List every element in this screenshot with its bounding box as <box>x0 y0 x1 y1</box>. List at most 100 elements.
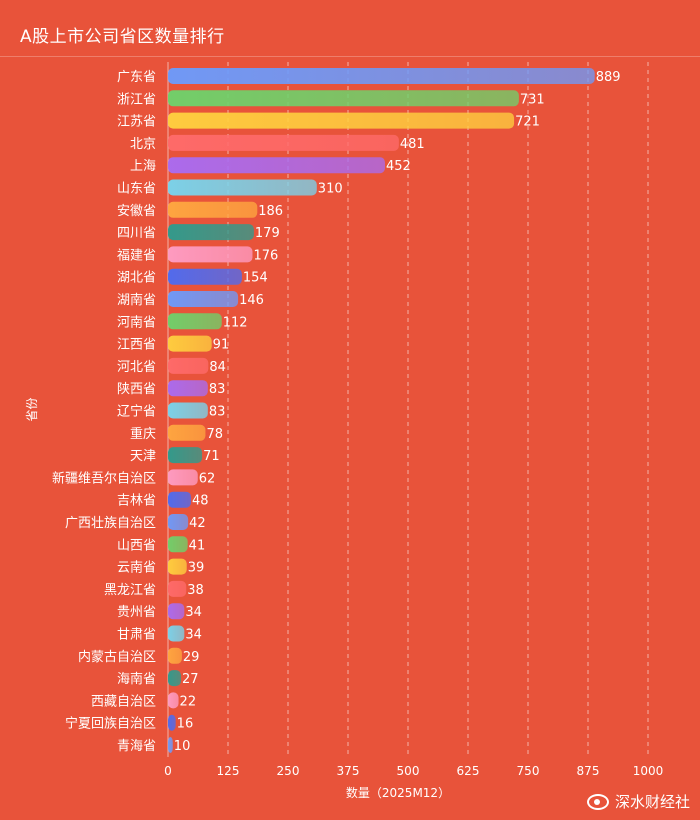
value-label: 176 <box>253 248 278 263</box>
value-label: 721 <box>515 115 540 130</box>
category-label: 河南省 <box>117 314 156 330</box>
bar <box>168 737 173 753</box>
bar <box>168 291 239 307</box>
value-label: 146 <box>239 293 264 308</box>
value-label: 83 <box>209 405 226 420</box>
x-tick-label: 500 <box>397 764 420 778</box>
value-label: 48 <box>192 494 209 509</box>
category-label: 宁夏回族自治区 <box>65 716 156 732</box>
category-label: 山东省 <box>117 182 156 197</box>
bar <box>168 625 185 642</box>
bar <box>168 224 254 241</box>
value-label: 731 <box>520 92 545 107</box>
x-tick-label: 250 <box>277 764 300 778</box>
category-label: 辽宁省 <box>117 404 156 420</box>
bar <box>168 112 515 129</box>
category-label: 青海省 <box>117 739 156 754</box>
x-tick-label: 125 <box>217 764 240 778</box>
bar <box>168 469 198 486</box>
value-label: 16 <box>177 717 194 732</box>
bar <box>168 357 209 374</box>
bar <box>168 268 242 285</box>
value-label: 310 <box>318 182 343 197</box>
value-label: 84 <box>209 360 226 375</box>
category-label: 广西壮族自治区 <box>65 515 156 531</box>
category-label: 海南省 <box>117 671 156 687</box>
category-label: 吉林省 <box>117 494 156 509</box>
value-label: 27 <box>182 672 199 687</box>
watermark: 深水财经社 <box>586 791 690 812</box>
value-label: 452 <box>386 159 411 174</box>
bar <box>168 603 185 620</box>
title-divider <box>0 56 700 57</box>
bar <box>168 514 189 530</box>
category-label: 黑龙江省 <box>104 583 156 598</box>
x-tick-label: 1000 <box>633 764 664 778</box>
category-label: 湖北省 <box>117 271 156 286</box>
bar <box>168 90 519 107</box>
x-tick-label: 875 <box>577 764 600 778</box>
value-label: 34 <box>185 628 202 643</box>
chart-title: A股上市公司省区数量排行 <box>20 27 225 47</box>
bar <box>168 179 317 196</box>
category-label: 河北省 <box>117 360 156 375</box>
value-label: 179 <box>255 226 280 241</box>
value-label: 22 <box>180 694 197 709</box>
value-label: 91 <box>213 338 230 353</box>
value-label: 71 <box>203 449 220 464</box>
category-label: 山西省 <box>117 538 156 553</box>
watermark-text: 深水财经社 <box>614 793 690 811</box>
bar <box>168 201 258 218</box>
category-label: 江西省 <box>117 338 156 353</box>
bar <box>168 68 595 84</box>
value-label: 186 <box>258 204 283 219</box>
category-label: 四川省 <box>117 226 156 241</box>
category-label: 湖南省 <box>117 292 156 308</box>
category-label: 天津 <box>130 449 156 464</box>
value-label: 10 <box>174 739 191 754</box>
bar <box>168 447 203 464</box>
category-label: 江苏省 <box>117 114 156 130</box>
bar <box>168 692 179 709</box>
value-label: 41 <box>189 538 206 553</box>
x-tick-label: 750 <box>517 764 540 778</box>
value-label: 34 <box>185 605 202 620</box>
value-label: 38 <box>187 583 204 598</box>
bar <box>168 714 176 731</box>
bar <box>168 246 253 263</box>
value-label: 112 <box>223 315 248 330</box>
y-axis-title: 省份 <box>25 397 39 421</box>
category-label: 西藏自治区 <box>91 694 156 709</box>
category-label: 陕西省 <box>117 382 156 397</box>
bar <box>168 424 206 441</box>
value-label: 889 <box>596 70 621 85</box>
value-label: 42 <box>189 516 206 531</box>
bar <box>168 647 182 664</box>
bar <box>168 491 192 508</box>
category-label: 安徽省 <box>117 204 156 219</box>
bar <box>168 402 208 419</box>
x-tick-label: 625 <box>457 764 480 778</box>
category-label: 上海 <box>130 159 156 174</box>
value-label: 481 <box>400 137 425 152</box>
category-label: 浙江省 <box>117 92 156 107</box>
category-label: 福建省 <box>117 248 156 263</box>
category-label: 北京 <box>130 137 156 152</box>
value-label: 62 <box>199 471 216 486</box>
x-axis-title: 数量（2025M12） <box>346 785 450 800</box>
bar <box>168 313 222 330</box>
category-label: 内蒙古自治区 <box>78 649 156 665</box>
value-label: 29 <box>183 650 200 665</box>
category-label: 重庆 <box>130 426 156 442</box>
category-label: 甘肃省 <box>117 628 156 643</box>
bar <box>168 558 187 575</box>
bar <box>168 335 212 352</box>
bar <box>168 157 385 174</box>
bar <box>168 670 181 687</box>
category-label: 广东省 <box>117 70 156 85</box>
value-label: 154 <box>243 271 268 286</box>
x-tick-label: 0 <box>164 764 172 778</box>
weibo-eye-icon <box>586 793 609 810</box>
bar <box>168 380 208 397</box>
